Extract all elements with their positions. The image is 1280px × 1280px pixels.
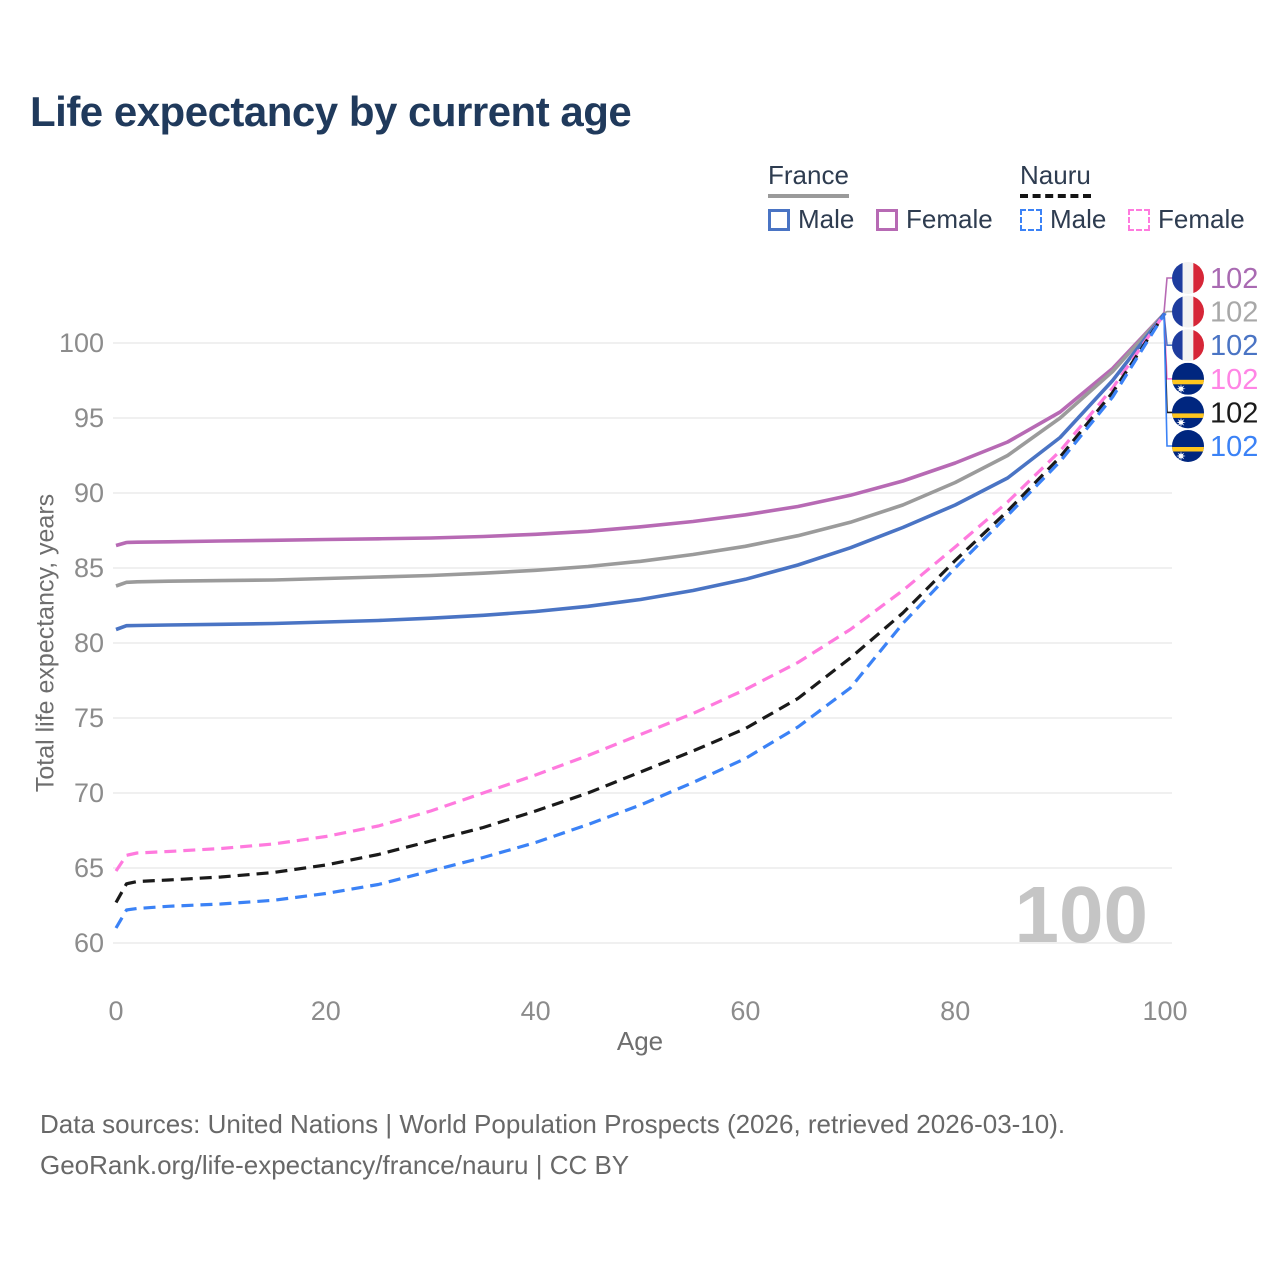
- nauru-flag-icon: [1172, 430, 1204, 462]
- y-tick-label: 70: [74, 778, 104, 808]
- footer: Data sources: United Nations | World Pop…: [40, 1104, 1065, 1186]
- x-tick-label: 80: [940, 996, 970, 1026]
- series-line-france-male: [115, 311, 1167, 632]
- legend-item-nauru-female[interactable]: Female: [1128, 204, 1245, 235]
- y-tick-label: 75: [74, 703, 104, 733]
- legend-item-label: Male: [798, 204, 855, 234]
- nauru-flag-icon: [1172, 396, 1204, 429]
- end-value-label: 102: [1210, 364, 1258, 396]
- end-label-connector: [1163, 310, 1172, 314]
- y-tick-label: 90: [74, 478, 104, 508]
- series-line-nauru-male: [114, 312, 1167, 929]
- series-line-france-both-sexes: [115, 311, 1167, 588]
- x-tick-label: 60: [730, 996, 760, 1026]
- data-sources-note: Data sources: United Nations | World Pop…: [40, 1109, 1066, 1139]
- x-tick-label: 40: [521, 996, 551, 1026]
- legend-item-france-female[interactable]: Female: [876, 204, 993, 235]
- series-line-nauru-female: [114, 312, 1167, 872]
- end-value-label: 102: [1210, 431, 1258, 463]
- france-flag-icon: [1172, 262, 1204, 294]
- end-value-label: 102: [1210, 397, 1258, 429]
- nauru-male-swatch-icon: [1020, 208, 1042, 231]
- france-male-swatch-icon: [768, 208, 790, 231]
- y-tick-label: 65: [74, 853, 104, 883]
- source-link[interactable]: GeoRank.org/life-expectancy/france/nauru…: [40, 1150, 630, 1180]
- end-label-connector: [1163, 312, 1172, 447]
- france-flag-icon: [1172, 329, 1204, 362]
- x-tick-label: 0: [108, 996, 123, 1026]
- y-tick-label: 85: [74, 553, 104, 583]
- series-line-nauru-both-sexes: [114, 312, 1167, 904]
- y-tick-label: 80: [74, 628, 104, 658]
- legend-item-label: Female: [1158, 204, 1245, 234]
- end-label-connector: [1163, 277, 1172, 314]
- y-tick-label: 60: [74, 928, 104, 958]
- france-female-swatch-icon: [876, 208, 898, 231]
- legend-group-france: France: [768, 160, 849, 198]
- legend-item-france-male[interactable]: Male: [768, 204, 854, 235]
- y-tick-label: 100: [59, 328, 104, 358]
- x-axis-title: Age: [616, 1026, 664, 1056]
- legend-item-label: Male: [1050, 204, 1107, 234]
- legend-item-nauru-male[interactable]: Male: [1020, 204, 1106, 235]
- nauru-flag-icon: [1172, 362, 1204, 395]
- nauru-female-swatch-icon: [1128, 208, 1150, 231]
- end-value-label: 102: [1210, 330, 1258, 362]
- series-line-france-female: [115, 311, 1167, 548]
- end-value-label: 102: [1210, 297, 1258, 329]
- france-flag-icon: [1172, 295, 1204, 328]
- end-value-label: 102: [1210, 263, 1258, 295]
- legend-group-nauru: Nauru: [1020, 160, 1091, 198]
- page-title: Life expectancy by current age: [30, 88, 632, 135]
- legend-item-label: Female: [906, 204, 993, 234]
- x-tick-label: 20: [311, 996, 341, 1026]
- y-tick-label: 95: [74, 403, 104, 433]
- x-tick-label: 100: [1142, 996, 1187, 1026]
- legend: France Nauru Male Female Male Female: [768, 160, 1268, 244]
- age-counter-watermark: 100: [1015, 870, 1148, 959]
